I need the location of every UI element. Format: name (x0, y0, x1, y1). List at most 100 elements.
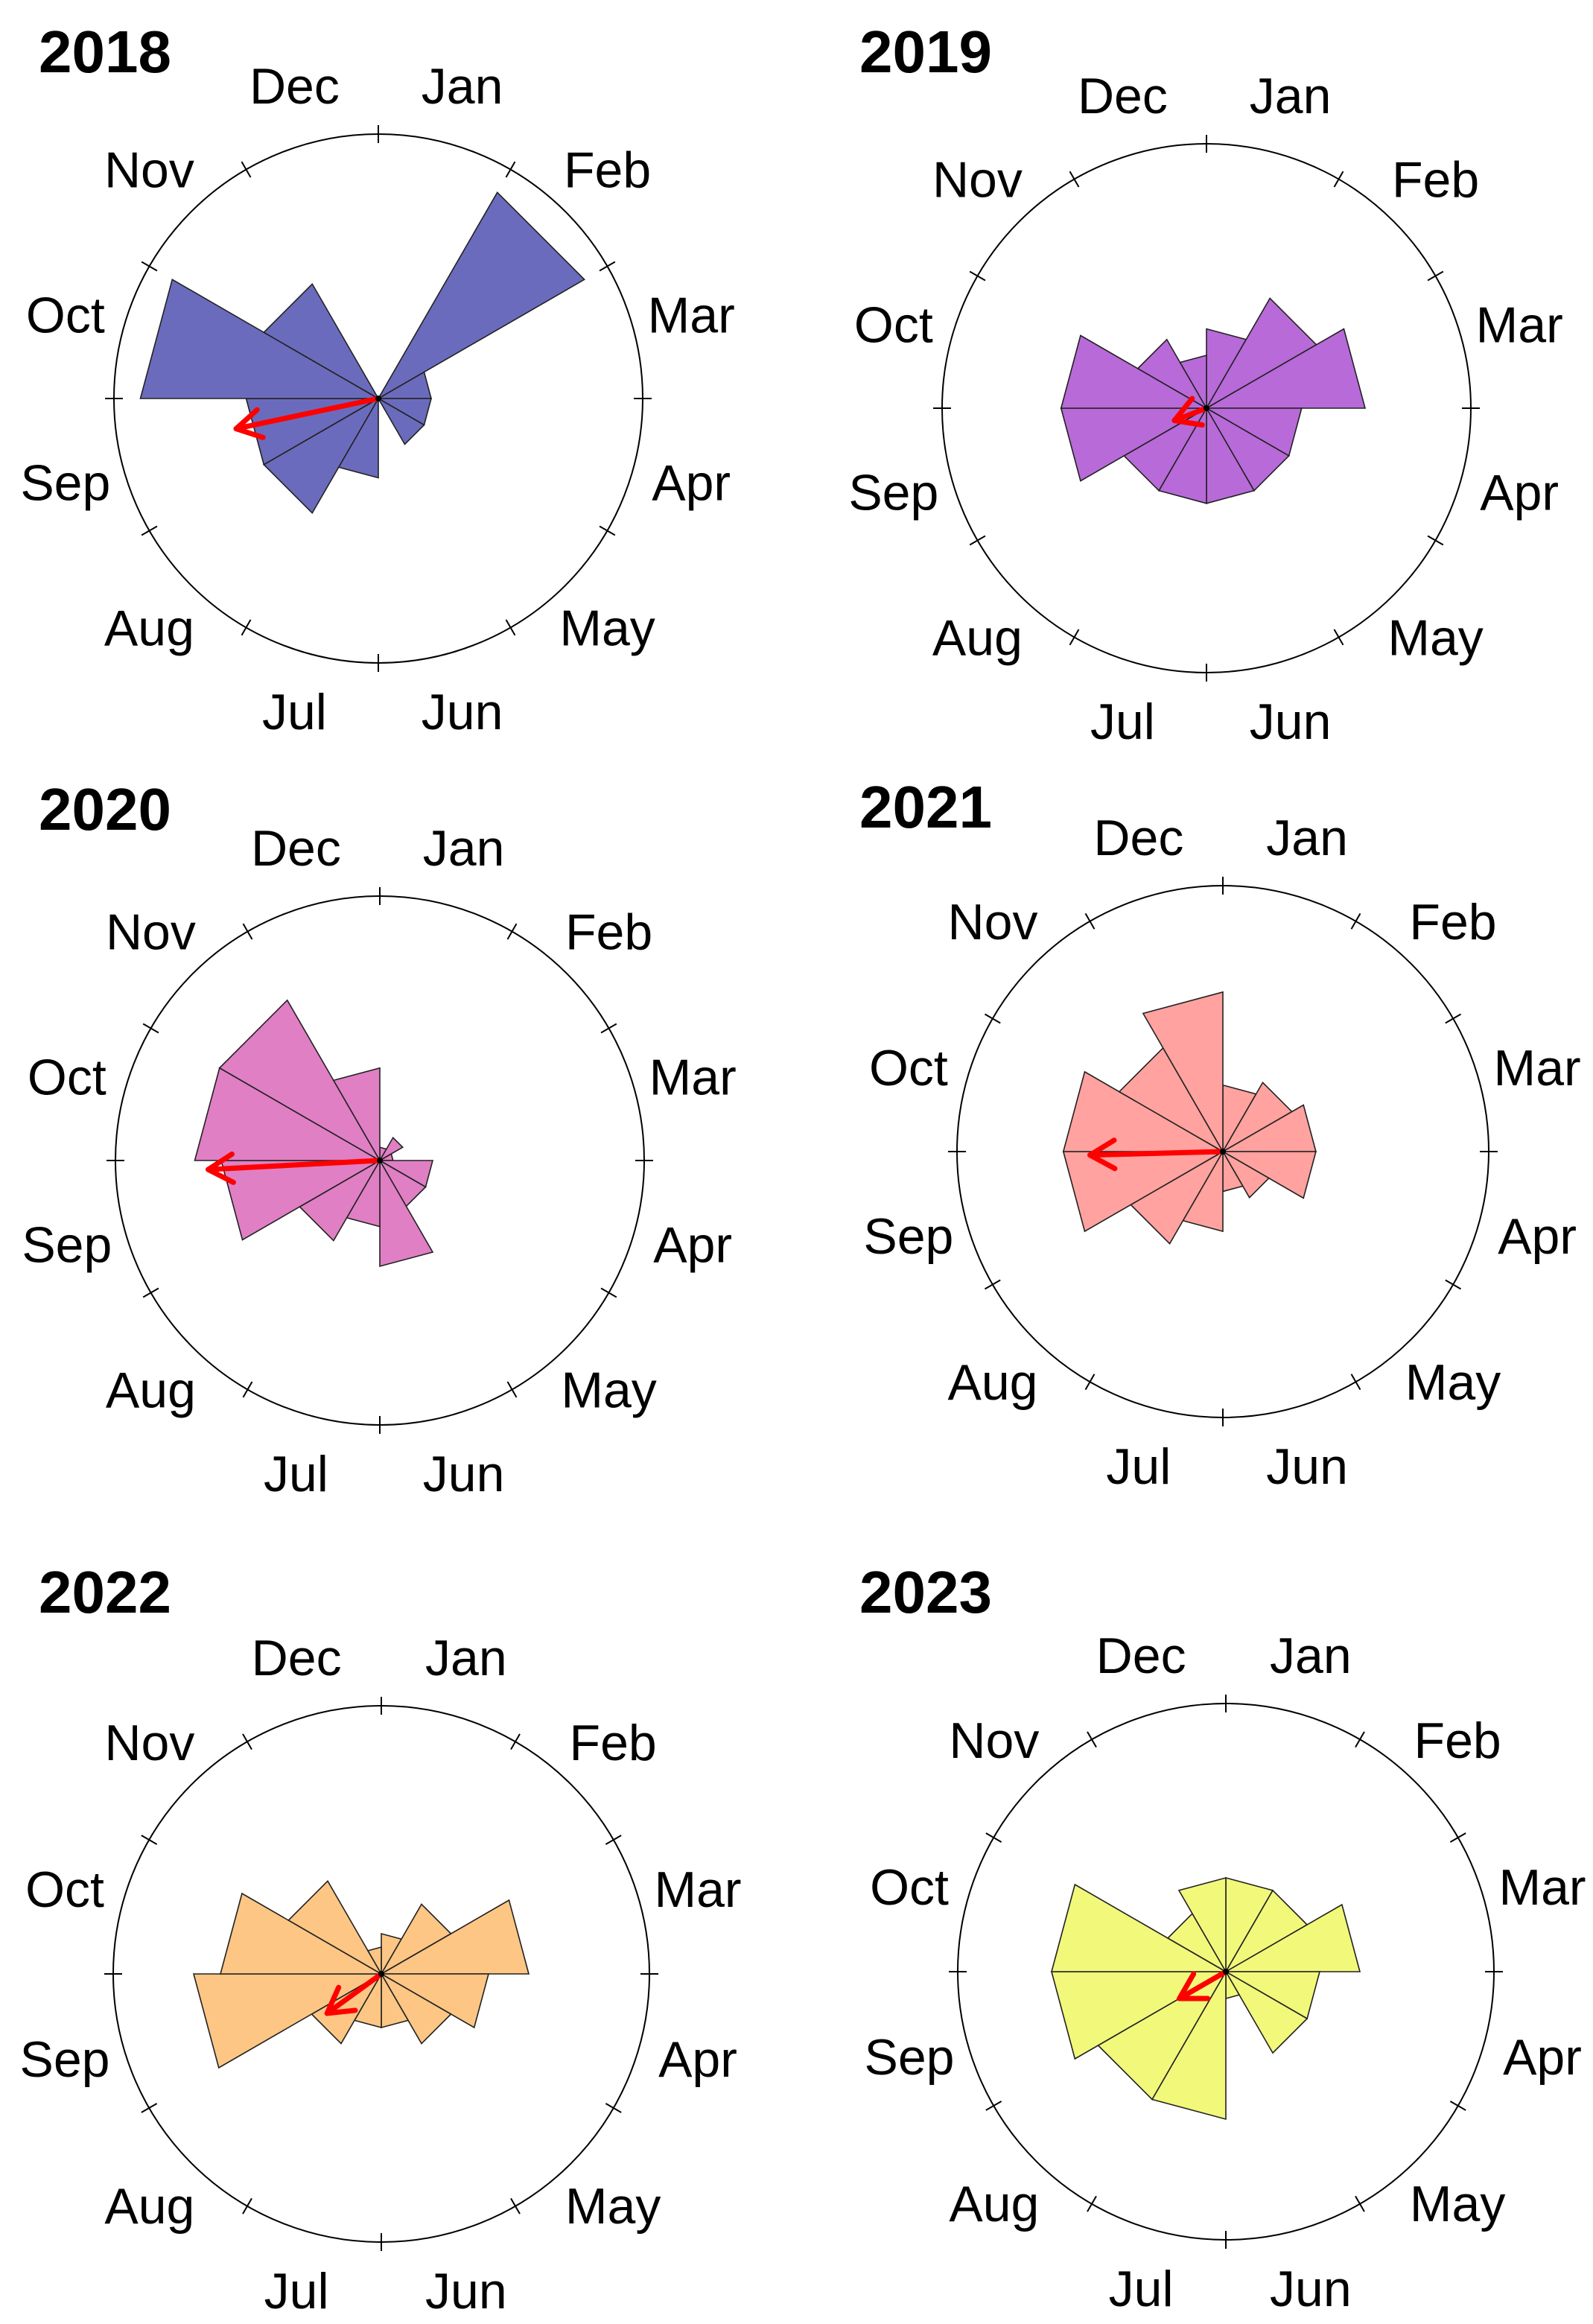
tick-mark (1449, 2101, 1466, 2111)
tick-mark (984, 1279, 1001, 1290)
chart-2018: 2018 Jan Feb Mar Apr May Jun Jul Aug Sep Oct Nov De… (0, 0, 796, 775)
month-label-dec: Dec (249, 58, 340, 115)
tick-mark (141, 261, 158, 272)
tick-mark (242, 2197, 252, 2215)
center-point (378, 1971, 384, 1977)
month-label-jan: Jan (1250, 68, 1332, 124)
month-label-oct: Oct (870, 1859, 949, 1916)
month-label-aug: Aug (104, 2178, 194, 2235)
month-label-jul: Jul (262, 684, 327, 740)
mean-vector-arrow (1087, 1149, 1226, 1158)
month-label-jul: Jul (1109, 2261, 1174, 2317)
chart-title: 2018 (39, 19, 171, 85)
month-label-aug: Aug (947, 1354, 1037, 1411)
tick-mark (1333, 629, 1344, 646)
month-label-jun: Jun (423, 1446, 505, 1502)
month-label-oct: Oct (869, 1040, 948, 1096)
month-label-mar: Mar (654, 1861, 741, 1918)
chart-2020: 2020 Jan Feb Mar Apr May Jun Jul Aug Sep Oct Nov De… (0, 775, 796, 1549)
month-label-oct: Oct (28, 1049, 106, 1105)
tick-mark (1084, 912, 1096, 930)
mean-vector-arrowhead (1087, 1137, 1118, 1172)
center-point (377, 1158, 383, 1163)
tick-mark (1355, 2195, 1365, 2212)
tick-mark (1445, 1013, 1462, 1024)
tick-mark (242, 923, 253, 940)
chart-title: 2020 (39, 776, 171, 842)
tick-mark (141, 525, 158, 536)
month-label-jul: Jul (1090, 693, 1155, 750)
month-label-jun: Jun (1250, 693, 1332, 750)
tick-mark (600, 1287, 617, 1298)
chart-title: 2022 (39, 1559, 171, 1625)
rose-chart-2023: Jan Feb Mar Apr May Jun Jul Aug Sep Oct Nov Dec (864, 1628, 1586, 2317)
month-label-feb: Feb (1392, 151, 1479, 208)
tick-mark (1087, 1731, 1097, 1748)
tick-mark (984, 1013, 1001, 1024)
rose-bar-dec (332, 1067, 381, 1163)
tick-mark (985, 1832, 1002, 1843)
month-label-jan: Jan (1266, 810, 1348, 866)
tick-mark (1069, 171, 1080, 188)
tick-mark (242, 1381, 253, 1398)
center-point (1223, 1969, 1229, 1975)
month-label-jan: Jan (422, 58, 503, 115)
center-point (1220, 1149, 1226, 1155)
tick-mark (1087, 2195, 1097, 2212)
rose-bar-dec (1177, 1876, 1227, 1974)
chart-title: 2019 (859, 19, 992, 85)
month-label-sep: Sep (848, 465, 938, 521)
month-label-apr: Apr (1480, 465, 1559, 521)
tick-mark (241, 161, 252, 178)
tick-mark (510, 2197, 521, 2215)
month-label-aug: Aug (949, 2176, 1039, 2232)
month-label-nov: Nov (949, 1712, 1039, 1769)
rose-bar-nov (287, 1879, 384, 1976)
tick-mark (1350, 912, 1361, 930)
month-label-oct: Oct (25, 1861, 104, 1918)
tick-mark (505, 619, 516, 636)
month-label-oct: Oct (26, 287, 105, 343)
tick-mark (1427, 270, 1444, 282)
month-label-sep: Sep (22, 1217, 112, 1274)
month-label-mar: Mar (1476, 296, 1563, 353)
tick-mark (142, 1023, 159, 1034)
month-label-may: May (565, 2178, 661, 2235)
tick-mark (1445, 1279, 1462, 1290)
month-label-apr: Apr (658, 2031, 737, 2088)
tick-mark (242, 1733, 252, 1750)
month-label-dec: Dec (1093, 810, 1183, 866)
month-label-jul: Jul (264, 1446, 328, 1502)
chart-2022: 2022 Jan Feb Mar Apr May Jun Jul Aug Sep Oct Nov De… (0, 1549, 796, 2324)
month-label-apr: Apr (1503, 2029, 1582, 2086)
mean-vector-arrowhead (324, 1984, 358, 2016)
tick-mark (1069, 629, 1080, 646)
tick-mark (599, 261, 616, 272)
chart-2021: 2021 Jan Feb Mar Apr May Jun Jul Aug Sep Oct Nov De… (797, 775, 1593, 1549)
center-point (1204, 405, 1209, 411)
rose-bar-may (376, 396, 425, 445)
month-label-aug: Aug (106, 1362, 196, 1419)
mean-vector-arrowhead (1177, 1971, 1211, 2001)
month-label-jun: Jun (1270, 2261, 1352, 2317)
month-label-nov: Nov (948, 894, 1038, 950)
month-label-jun: Jun (1266, 1438, 1348, 1495)
tick-mark (142, 1287, 159, 1298)
rose-chart-2021: Jan Feb Mar Apr May Jun Jul Aug Sep Oct Nov Dec (863, 810, 1580, 1495)
month-label-mar: Mar (1498, 1859, 1586, 1916)
tick-mark (510, 1733, 521, 1750)
month-label-oct: Oct (854, 296, 933, 353)
rose-bar-may (1224, 1969, 1309, 2054)
month-label-apr: Apr (652, 455, 731, 512)
tick-mark (1350, 1374, 1361, 1391)
tick-mark (599, 525, 616, 536)
month-label-jul: Jul (1106, 1438, 1171, 1495)
month-label-feb: Feb (565, 904, 652, 960)
rose-bar-nov (262, 282, 381, 401)
month-label-nov: Nov (104, 142, 194, 198)
rose-chart-2019: Jan Feb Mar Apr May Jun Jul Aug Sep Oct Nov Dec (848, 68, 1563, 750)
month-label-may: May (1405, 1354, 1501, 1411)
center-point (375, 396, 381, 401)
tick-mark (1355, 1731, 1365, 1748)
tick-mark (505, 161, 516, 178)
